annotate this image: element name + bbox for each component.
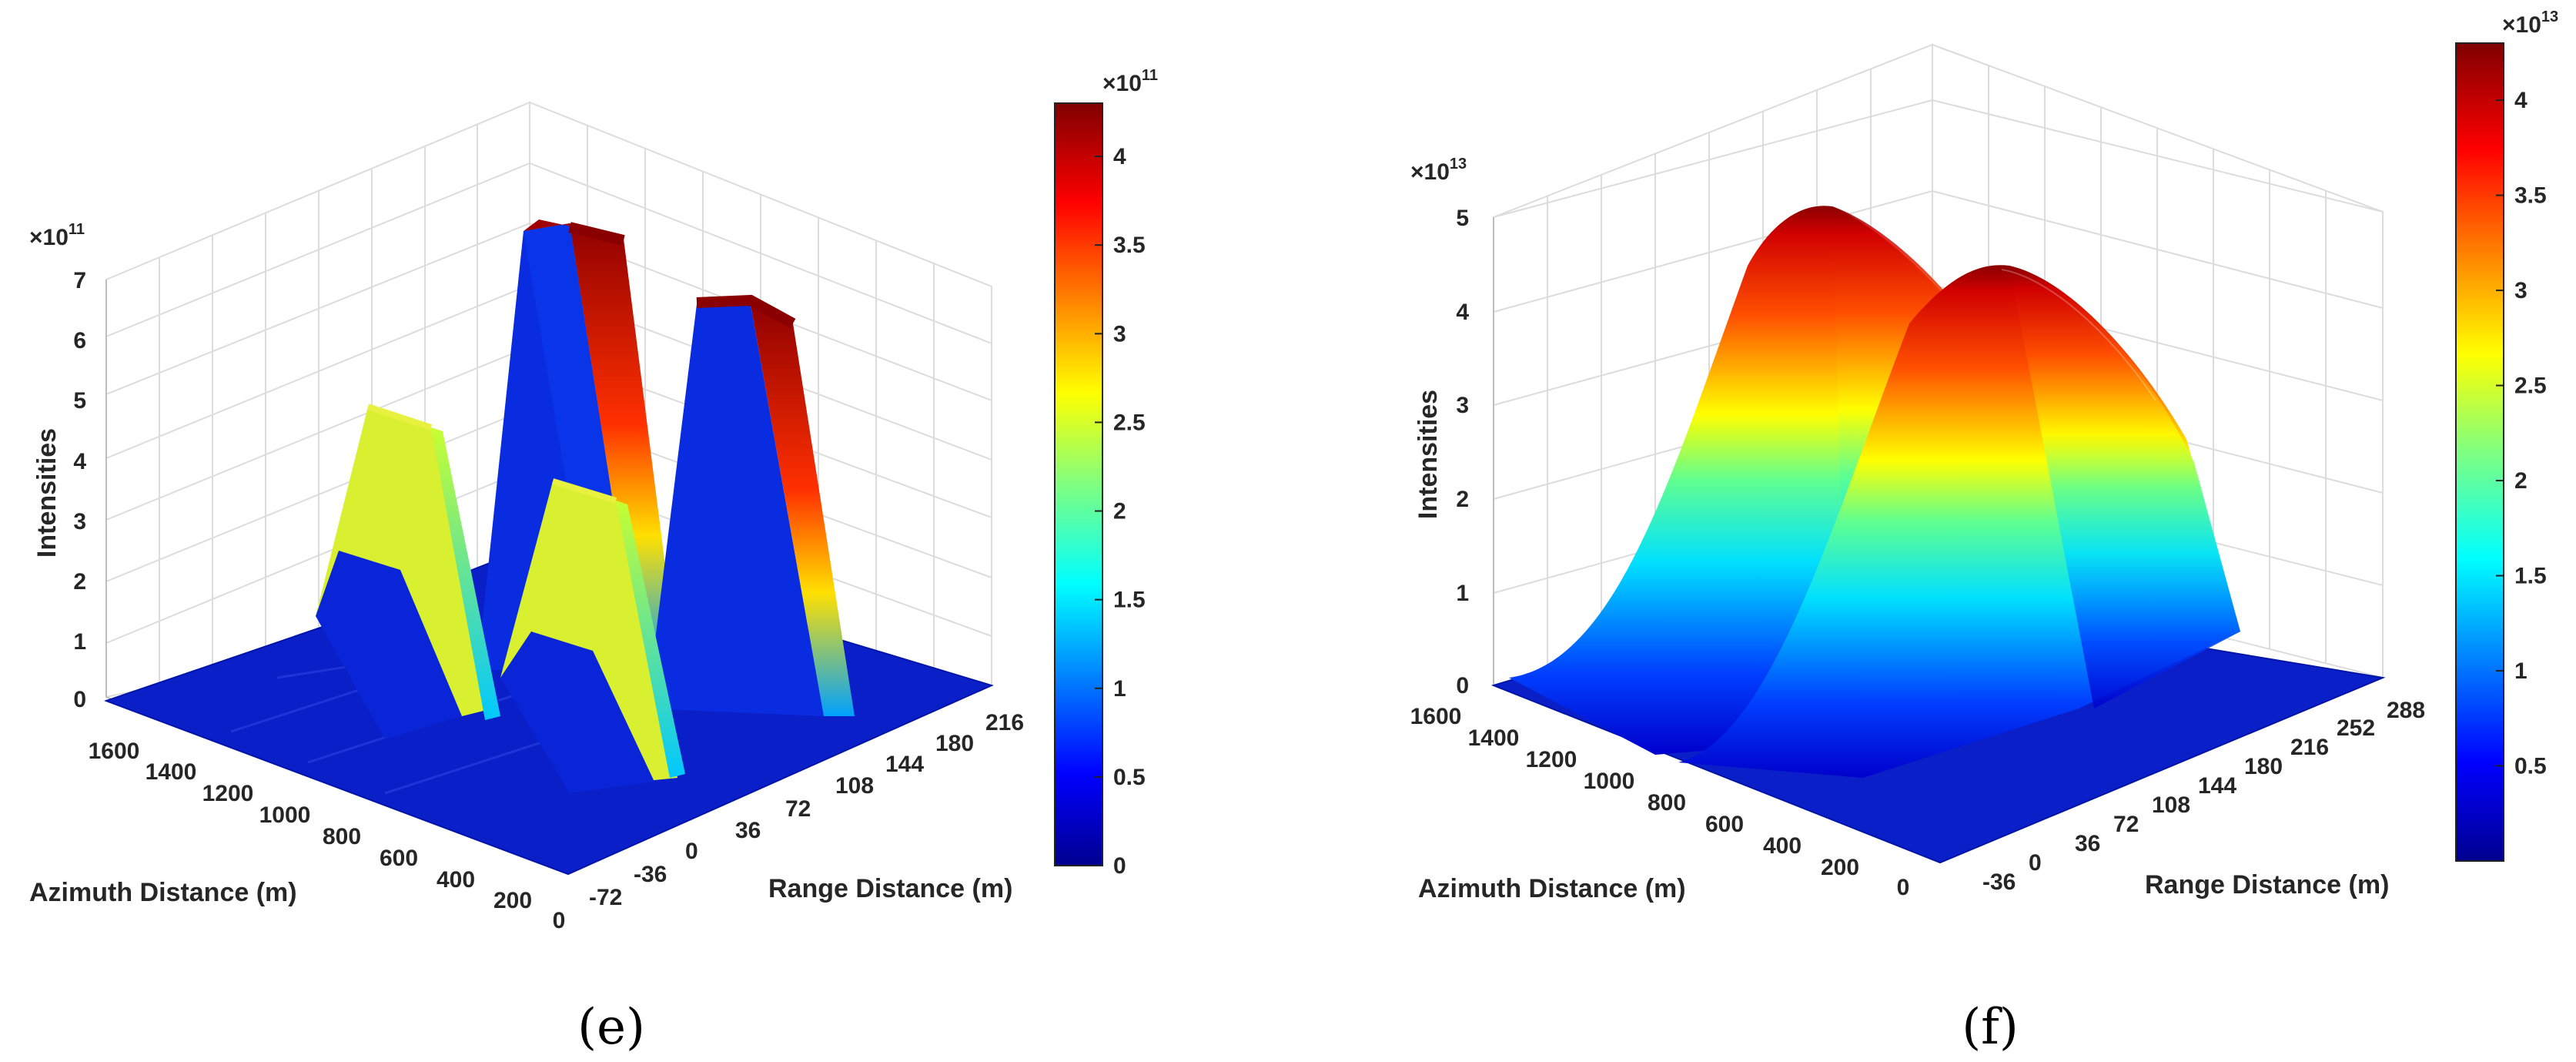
range-tick-f-8: 252: [2337, 715, 2375, 741]
colorbar-f-tick-1: 1: [2514, 658, 2527, 684]
peak-right-back-e: [647, 294, 855, 716]
colorbar-f-tick-2: 1.5: [2514, 564, 2547, 589]
azimuth-tick-f-0: 1600: [1410, 704, 1462, 729]
z-tick-e-1: 1: [73, 629, 86, 655]
range-tick-f-5: 144: [2198, 773, 2236, 799]
azimuth-tick-e-4: 800: [323, 824, 361, 849]
range-tick-f-7: 216: [2290, 735, 2329, 760]
z-tick-e-0: 0: [73, 687, 86, 712]
colorbar-e-tick-8: 4: [1113, 144, 1126, 169]
range-tick-e-3: 36: [735, 818, 761, 843]
colorbar-f-tick-5: 3: [2514, 278, 2527, 303]
range-tick-e-8: 216: [985, 710, 1024, 735]
azimuth-tick-f-3: 1000: [1584, 769, 1635, 794]
range-tick-e-4: 72: [785, 796, 811, 822]
azimuth-tick-f-1: 1400: [1468, 725, 1520, 751]
azimuth-axis-label-f: Azimuth Distance (m): [1418, 874, 1686, 903]
colorbar-e-tick-6: 3: [1113, 321, 1126, 347]
azimuth-ticks-f: 1600 1400 1200 1000 800 600 400 200 0: [1410, 704, 1910, 900]
range-tick-f-0: -36: [1982, 869, 2016, 895]
z-tick-f-2: 2: [1456, 487, 1469, 512]
z-tick-e-4: 4: [73, 449, 86, 474]
range-tick-f-1: 0: [2029, 850, 2042, 876]
range-axis-label-f: Range Distance (m): [2145, 870, 2389, 900]
ridge-right-f: [1678, 265, 2240, 778]
z-axis-label-e: Intensities: [32, 428, 62, 558]
colorbar-e-tick-3: 1.5: [1113, 588, 1146, 613]
range-tick-f-9: 288: [2387, 698, 2425, 723]
colorbar-f-bar: [2455, 42, 2504, 862]
range-tick-f-2: 36: [2075, 831, 2100, 856]
azimuth-ticks-e: 1600 1400 1200 1000 800 600 400 200 0: [89, 739, 566, 933]
range-tick-e-0: -72: [589, 885, 622, 910]
azimuth-tick-e-3: 1000: [259, 802, 311, 828]
range-axis-label-e: Range Distance (m): [768, 874, 1012, 903]
colorbar-f-tick-6: 3.5: [2514, 183, 2547, 209]
colorbar-e-tick-4: 2: [1113, 499, 1126, 524]
colorbar-e-tick-0: 0: [1113, 853, 1126, 879]
z-tick-e-7: 7: [73, 268, 86, 293]
peak-center-front-e: [500, 478, 685, 793]
colorbar-e-bar: [1054, 102, 1103, 866]
range-tick-e-1: -36: [634, 862, 667, 887]
colorbar-f: ×1013 0.5 1 1.5 2 2.5 3 3.5 4: [2455, 8, 2558, 862]
z-tick-f-1: 1: [1456, 581, 1469, 606]
z-tick-e-5: 5: [73, 388, 86, 414]
colorbar-e-tick-7: 3.5: [1113, 233, 1146, 258]
peak-left-front-e: [316, 404, 500, 739]
z-tick-e-6: 6: [73, 328, 86, 353]
z-tick-e-3: 3: [73, 509, 86, 534]
z-tick-f-0: 0: [1456, 673, 1469, 699]
azimuth-axis-label-e: Azimuth Distance (m): [29, 878, 297, 907]
range-tick-e-5: 108: [835, 773, 874, 799]
colorbar-e-tick-2: 1: [1113, 676, 1126, 702]
range-tick-f-4: 108: [2152, 792, 2190, 818]
chart-panel-e: 0 1 2 3 4 5 6 7 ×1011 Intensities 1600 1…: [29, 67, 1158, 1056]
z-tick-f-4: 4: [1456, 300, 1469, 325]
colorbar-e-tick-1: 0.5: [1113, 765, 1146, 790]
colorbar-f-tick-7: 4: [2514, 88, 2527, 113]
colorbar-f-tick-3: 2: [2514, 468, 2527, 494]
azimuth-tick-f-4: 800: [1648, 790, 1686, 816]
z-tick-e-2: 2: [73, 569, 86, 595]
z-exponent-e: ×1011: [29, 221, 85, 250]
z-tick-f-3: 3: [1456, 393, 1469, 418]
z-ticks-e: 0 1 2 3 4 5 6 7: [73, 268, 86, 712]
range-tick-e-2: 0: [685, 839, 698, 864]
caption-e: (e): [577, 999, 645, 1056]
azimuth-tick-e-2: 1200: [202, 781, 254, 806]
range-tick-e-6: 144: [885, 752, 924, 777]
azimuth-tick-f-2: 1200: [1526, 747, 1577, 772]
azimuth-tick-e-5: 600: [380, 846, 418, 871]
azimuth-tick-f-8: 0: [1897, 875, 1910, 900]
range-ticks-e: -72 -36 0 36 72 108 144 180 216: [589, 710, 1024, 910]
caption-f: (f): [1962, 999, 2019, 1056]
azimuth-tick-e-8: 0: [553, 908, 566, 933]
range-ticks-f: -36 0 36 72 108 144 180 216 252 288: [1982, 698, 2425, 895]
colorbar-f-tick-0: 0.5: [2514, 754, 2547, 779]
z-ticks-f: 0 1 2 3 4 5: [1456, 206, 1469, 699]
azimuth-tick-f-7: 200: [1821, 855, 1859, 880]
colorbar-f-tick-4: 2.5: [2514, 374, 2547, 399]
azimuth-tick-e-7: 200: [493, 888, 532, 913]
range-tick-f-3: 72: [2113, 812, 2139, 837]
colorbar-exponent-f: ×1013: [2502, 8, 2558, 38]
azimuth-tick-e-1: 1400: [146, 759, 197, 785]
chart-panel-f: 0 1 2 3 4 5 ×1013 Intensities 1600 1400 …: [1410, 8, 2559, 1056]
azimuth-tick-e-6: 400: [437, 867, 475, 893]
colorbar-e: ×1011 0 0.5 1 1.5 2 2.5 3 3.5 4: [1054, 67, 1158, 879]
azimuth-tick-f-6: 400: [1763, 833, 1802, 859]
z-exponent-f: ×1013: [1410, 156, 1467, 185]
colorbar-e-tick-5: 2.5: [1113, 410, 1146, 435]
colorbar-exponent-e: ×1011: [1102, 67, 1158, 96]
z-tick-f-5: 5: [1456, 206, 1469, 231]
range-tick-e-7: 180: [935, 731, 974, 756]
azimuth-tick-e-0: 1600: [89, 739, 140, 764]
range-tick-f-6: 180: [2244, 754, 2283, 779]
z-axis-label-f: Intensities: [1413, 390, 1443, 519]
azimuth-tick-f-5: 600: [1705, 812, 1744, 837]
